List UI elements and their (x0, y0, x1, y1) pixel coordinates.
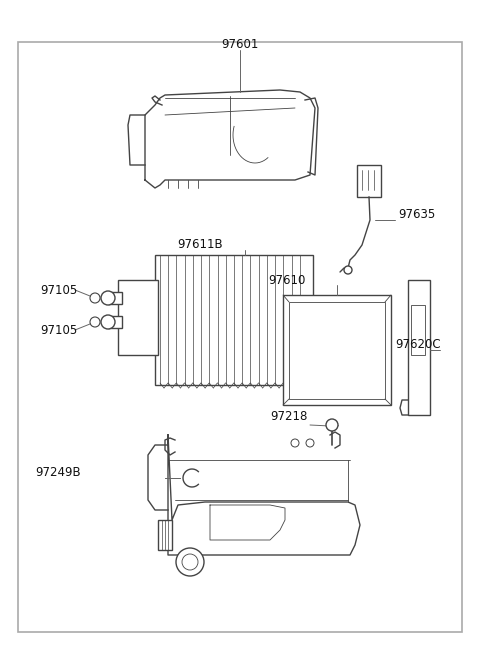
Text: 97610: 97610 (268, 274, 305, 286)
Bar (283, 295, 391, 405)
Circle shape (90, 293, 100, 303)
Bar (158, 520, 172, 550)
Bar (357, 165, 381, 197)
Text: 97601: 97601 (221, 39, 259, 52)
Bar (289, 302, 385, 399)
Bar (108, 316, 122, 328)
Text: 97105: 97105 (40, 324, 77, 337)
Text: 97218: 97218 (270, 409, 307, 422)
Circle shape (90, 317, 100, 327)
Bar (408, 280, 430, 415)
Circle shape (344, 266, 352, 274)
Text: 97635: 97635 (398, 208, 435, 221)
Text: 97620C: 97620C (395, 339, 441, 352)
Circle shape (291, 439, 299, 447)
Circle shape (101, 291, 115, 305)
Circle shape (101, 315, 115, 329)
Text: 97249B: 97249B (35, 466, 81, 479)
Bar (118, 280, 158, 355)
Circle shape (306, 439, 314, 447)
Bar (411, 305, 425, 355)
Circle shape (182, 554, 198, 570)
Bar (108, 292, 122, 304)
Text: 97611B: 97611B (177, 238, 223, 252)
Text: 97105: 97105 (40, 284, 77, 297)
Bar (155, 255, 313, 385)
Circle shape (326, 419, 338, 431)
Circle shape (176, 548, 204, 576)
